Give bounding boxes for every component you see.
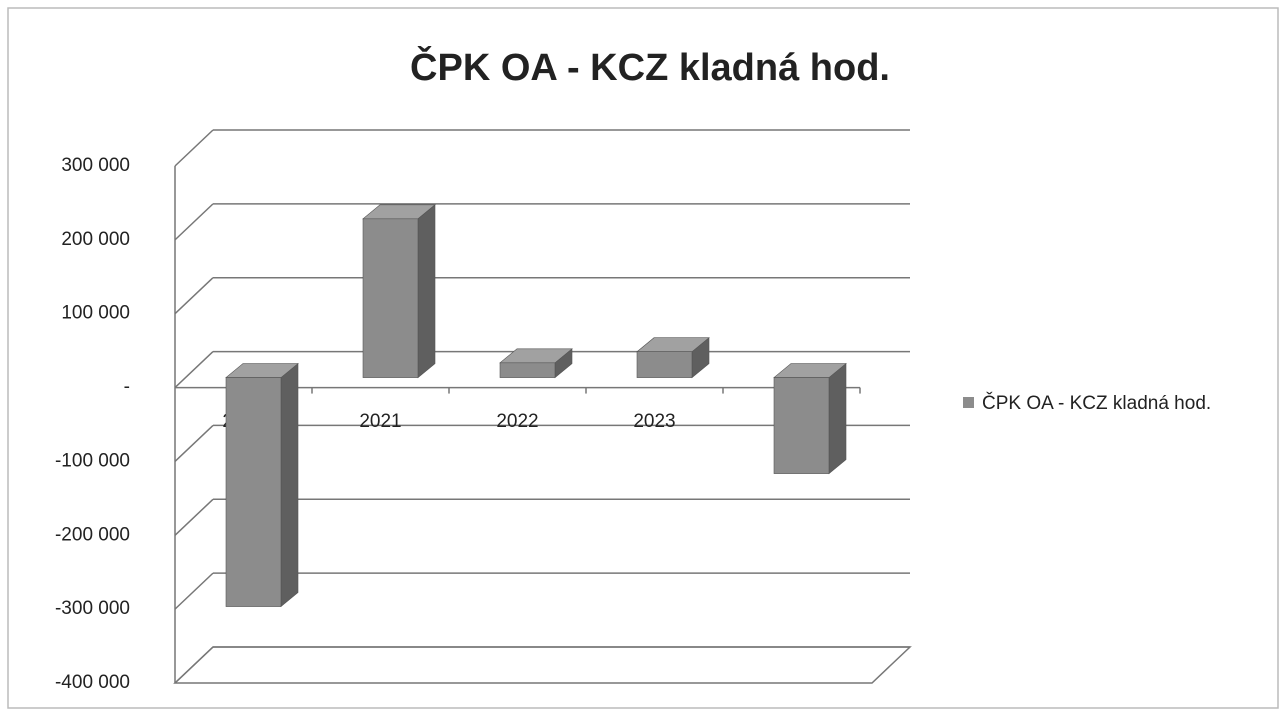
bar <box>499 348 573 379</box>
bar <box>773 362 847 475</box>
y-tick-label: -300 000 <box>55 598 130 619</box>
chart-title: ČPK OA - KCZ kladná hod. <box>410 44 890 89</box>
x-tick-label: 2021 <box>359 411 401 432</box>
x-tick-label: 2022 <box>496 411 538 432</box>
y-tick-label: - <box>124 377 130 398</box>
bar-front <box>362 218 419 378</box>
x-tick-label: 2023 <box>633 411 675 432</box>
bar <box>362 204 436 379</box>
bar <box>225 362 299 608</box>
grid-line-side <box>174 572 214 610</box>
bar-front <box>225 377 282 607</box>
y-tick-label: 200 000 <box>61 229 130 250</box>
bar-side <box>417 204 436 379</box>
y-tick-label: 300 000 <box>61 155 130 176</box>
bar-side <box>280 362 299 608</box>
bar-side <box>828 362 847 475</box>
legend-marker <box>963 397 974 408</box>
bar-front <box>499 362 556 378</box>
y-tick-label: 100 000 <box>61 303 130 324</box>
y-tick-label: -200 000 <box>55 524 130 545</box>
y-tick-label: -400 000 <box>55 672 130 693</box>
grid-line-side <box>174 498 214 536</box>
bar-front <box>773 377 830 474</box>
grid-line-side <box>174 646 214 684</box>
grid-line-side <box>174 351 214 389</box>
grid-line-side <box>174 424 214 462</box>
grid-line-side <box>174 203 214 241</box>
legend-label: ČPK OA - KCZ kladná hod. <box>982 392 1211 414</box>
bar-front <box>636 351 693 378</box>
bar <box>636 337 710 379</box>
grid-line-side <box>174 277 214 315</box>
grid-line-side <box>174 129 214 167</box>
y-tick-label: -100 000 <box>55 450 130 471</box>
